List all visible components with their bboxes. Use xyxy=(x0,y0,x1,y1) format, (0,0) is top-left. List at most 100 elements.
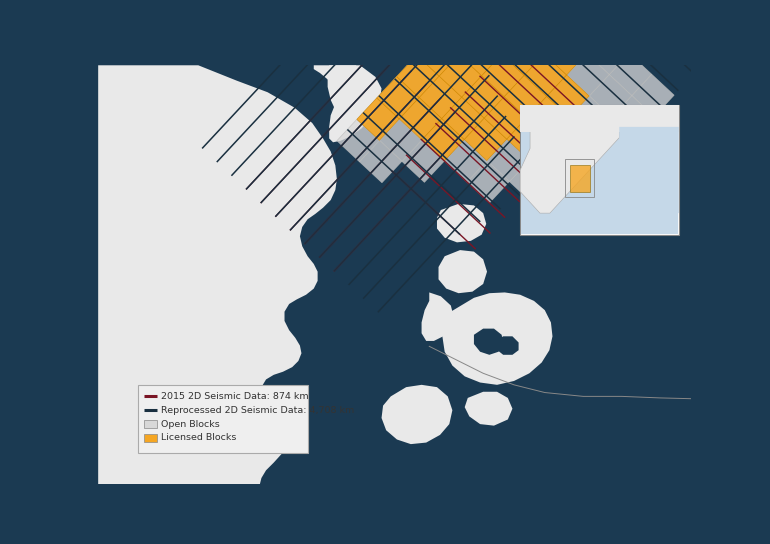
Polygon shape xyxy=(484,97,527,139)
Polygon shape xyxy=(477,0,519,12)
Polygon shape xyxy=(328,65,362,112)
Polygon shape xyxy=(524,54,567,96)
Polygon shape xyxy=(437,204,487,243)
Bar xyxy=(521,106,678,234)
Polygon shape xyxy=(507,118,549,160)
Polygon shape xyxy=(519,0,561,11)
Polygon shape xyxy=(487,139,529,182)
Polygon shape xyxy=(402,140,444,182)
Polygon shape xyxy=(397,55,439,97)
Polygon shape xyxy=(484,97,527,139)
Bar xyxy=(145,421,157,428)
Polygon shape xyxy=(442,97,484,140)
Polygon shape xyxy=(499,0,541,33)
Polygon shape xyxy=(377,77,420,119)
Polygon shape xyxy=(547,75,589,118)
Polygon shape xyxy=(521,106,619,213)
Polygon shape xyxy=(459,33,502,76)
Polygon shape xyxy=(564,11,607,53)
Polygon shape xyxy=(462,76,504,118)
Polygon shape xyxy=(400,97,442,140)
Polygon shape xyxy=(439,250,487,293)
Polygon shape xyxy=(360,140,402,183)
Text: 2015 2D Seismic Data: 874 km: 2015 2D Seismic Data: 874 km xyxy=(162,392,309,401)
Polygon shape xyxy=(609,127,679,213)
Polygon shape xyxy=(521,106,679,132)
Polygon shape xyxy=(592,117,634,159)
Polygon shape xyxy=(422,119,464,161)
Polygon shape xyxy=(380,119,422,162)
Polygon shape xyxy=(479,12,521,54)
Polygon shape xyxy=(439,55,482,97)
Polygon shape xyxy=(314,65,382,143)
Polygon shape xyxy=(382,385,453,444)
Bar xyxy=(139,385,308,453)
Polygon shape xyxy=(357,98,400,140)
Polygon shape xyxy=(564,11,607,53)
Polygon shape xyxy=(442,293,553,385)
Polygon shape xyxy=(504,76,547,118)
Polygon shape xyxy=(465,392,513,425)
Polygon shape xyxy=(507,118,549,160)
Polygon shape xyxy=(417,34,459,76)
Polygon shape xyxy=(631,74,675,116)
Polygon shape xyxy=(584,0,627,32)
Text: Open Blocks: Open Blocks xyxy=(162,419,220,429)
Polygon shape xyxy=(541,0,584,33)
Polygon shape xyxy=(420,76,462,119)
Polygon shape xyxy=(459,33,502,76)
Polygon shape xyxy=(549,118,592,160)
Bar xyxy=(521,106,679,234)
Polygon shape xyxy=(474,329,504,355)
Polygon shape xyxy=(544,33,587,75)
Polygon shape xyxy=(496,336,519,355)
Polygon shape xyxy=(510,160,552,202)
Polygon shape xyxy=(589,75,631,117)
Polygon shape xyxy=(442,97,484,140)
Polygon shape xyxy=(611,96,654,138)
Polygon shape xyxy=(377,77,420,119)
Polygon shape xyxy=(499,0,541,33)
Polygon shape xyxy=(552,160,594,202)
Polygon shape xyxy=(464,118,507,160)
Polygon shape xyxy=(397,55,439,97)
Polygon shape xyxy=(609,53,651,96)
Text: Reprocessed 2D Seismic Data: 4,708 km: Reprocessed 2D Seismic Data: 4,708 km xyxy=(162,406,354,415)
Polygon shape xyxy=(422,293,454,341)
Polygon shape xyxy=(482,54,524,97)
Polygon shape xyxy=(457,0,499,33)
Polygon shape xyxy=(561,0,604,11)
Polygon shape xyxy=(479,12,521,54)
Polygon shape xyxy=(444,140,487,182)
Polygon shape xyxy=(527,96,569,139)
Polygon shape xyxy=(569,96,611,138)
Polygon shape xyxy=(337,119,380,162)
Polygon shape xyxy=(527,96,569,139)
Text: Licensed Blocks: Licensed Blocks xyxy=(162,434,236,442)
Polygon shape xyxy=(541,0,584,33)
Polygon shape xyxy=(634,116,677,159)
Polygon shape xyxy=(521,11,564,54)
Polygon shape xyxy=(462,76,504,118)
Polygon shape xyxy=(422,119,464,161)
Polygon shape xyxy=(544,33,587,75)
Bar xyxy=(145,434,157,442)
Polygon shape xyxy=(570,165,590,191)
Polygon shape xyxy=(99,65,337,484)
Polygon shape xyxy=(457,0,499,33)
Polygon shape xyxy=(437,13,479,55)
Polygon shape xyxy=(549,118,592,160)
Polygon shape xyxy=(587,32,629,75)
Polygon shape xyxy=(464,118,507,160)
Polygon shape xyxy=(439,55,482,97)
Polygon shape xyxy=(357,98,400,140)
Polygon shape xyxy=(614,138,657,181)
Polygon shape xyxy=(417,34,459,76)
Polygon shape xyxy=(524,54,567,96)
Polygon shape xyxy=(521,11,564,54)
Polygon shape xyxy=(502,33,544,76)
Polygon shape xyxy=(607,11,649,53)
Polygon shape xyxy=(547,75,589,118)
Polygon shape xyxy=(519,0,561,11)
Polygon shape xyxy=(437,13,479,55)
